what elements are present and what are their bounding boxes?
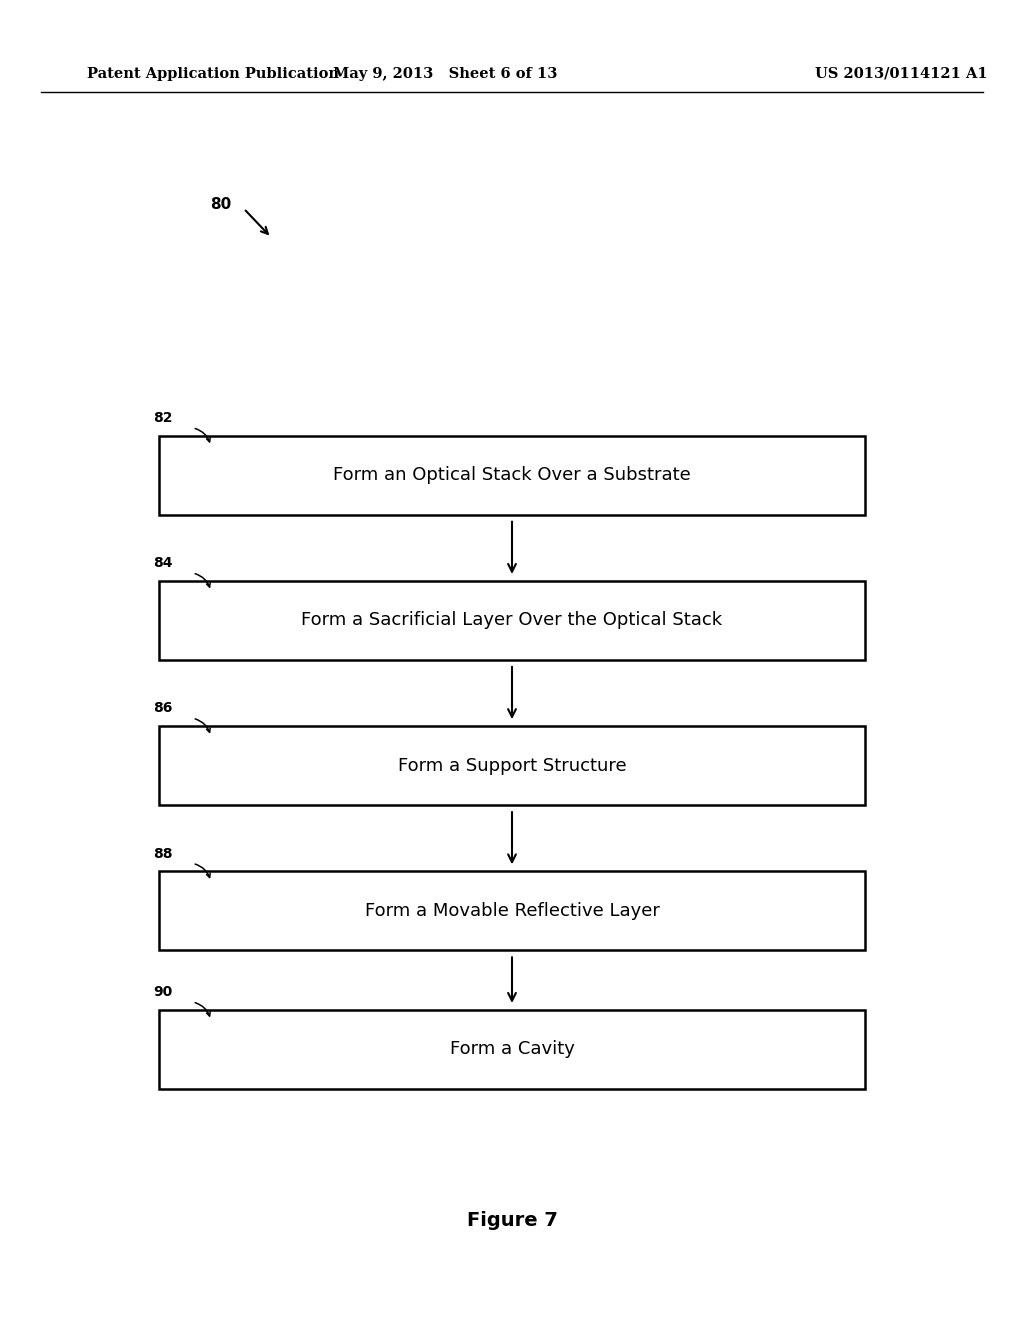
- Text: 88: 88: [154, 846, 173, 861]
- Text: May 9, 2013   Sheet 6 of 13: May 9, 2013 Sheet 6 of 13: [333, 67, 558, 81]
- Text: 86: 86: [154, 701, 173, 715]
- Bar: [159, 726, 865, 805]
- Text: Form a Cavity: Form a Cavity: [450, 1040, 574, 1059]
- Text: 80: 80: [210, 197, 231, 213]
- Text: Form a Sacrificial Layer Over the Optical Stack: Form a Sacrificial Layer Over the Optica…: [301, 611, 723, 630]
- Bar: [159, 1010, 865, 1089]
- Text: Figure 7: Figure 7: [467, 1212, 557, 1230]
- Text: Form an Optical Stack Over a Substrate: Form an Optical Stack Over a Substrate: [333, 466, 691, 484]
- Text: Form a Movable Reflective Layer: Form a Movable Reflective Layer: [365, 902, 659, 920]
- Text: Form a Support Structure: Form a Support Structure: [397, 756, 627, 775]
- Bar: [159, 436, 865, 515]
- Bar: [159, 871, 865, 950]
- Text: 82: 82: [154, 411, 173, 425]
- Text: Patent Application Publication: Patent Application Publication: [87, 67, 339, 81]
- Text: 84: 84: [154, 556, 173, 570]
- Text: 90: 90: [154, 985, 173, 999]
- Bar: [159, 581, 865, 660]
- Text: US 2013/0114121 A1: US 2013/0114121 A1: [815, 67, 987, 81]
